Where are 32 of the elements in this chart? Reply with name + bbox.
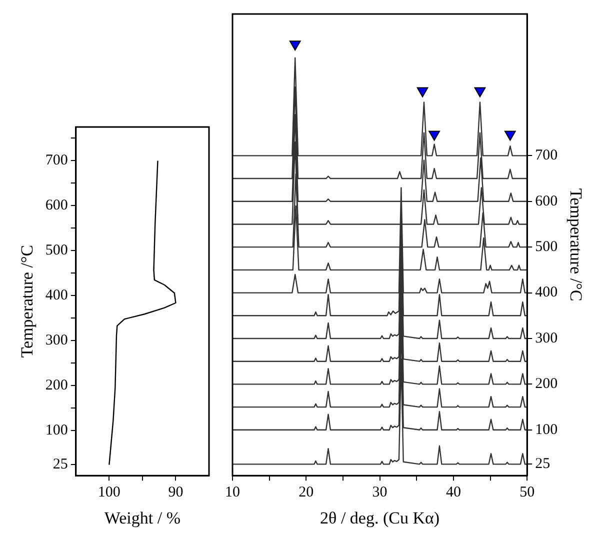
y-tick-label: 600: [45, 198, 68, 214]
y2-tick-label: 500: [535, 239, 558, 256]
x-tick-label: 50: [520, 484, 535, 501]
y-tick-label: 200: [45, 378, 68, 394]
x-tick-label: 90: [168, 484, 184, 501]
y2-tick-label: 25: [535, 456, 550, 472]
point: [474, 87, 486, 98]
y2-tick-label: 100: [535, 422, 558, 438]
y-axis-title: Temperature /°C: [18, 244, 37, 358]
x-tick-label: 30: [372, 484, 388, 501]
y-tick-label: 400: [45, 288, 68, 304]
y2-tick-label: 400: [535, 284, 558, 301]
x-tick-label: 20: [298, 484, 314, 501]
y-tick-label: 25: [52, 456, 68, 472]
point: [289, 40, 301, 51]
x-tick-label: 40: [446, 484, 461, 501]
x-tick-label: 10: [225, 484, 240, 501]
x-axis-title: 2θ / deg. (Cu Kα): [320, 508, 440, 528]
y2-tick-label: 600: [535, 193, 558, 210]
y-tick-label: 100: [45, 422, 68, 439]
y-tick-label: 300: [45, 332, 68, 349]
point: [416, 87, 428, 98]
y2-axis-title: Temperature /°C: [566, 188, 586, 302]
y2-tick-label: 700: [535, 148, 558, 164]
point: [428, 130, 440, 141]
point: [504, 130, 516, 141]
x-axis-title: Weight / %: [104, 508, 180, 528]
y2-tick-label: 300: [535, 330, 558, 346]
x-tick-label: 100: [98, 484, 120, 501]
y-tick-label: 700: [45, 152, 68, 169]
y-tick-label: 500: [45, 242, 68, 259]
y2-tick-label: 200: [535, 376, 558, 392]
